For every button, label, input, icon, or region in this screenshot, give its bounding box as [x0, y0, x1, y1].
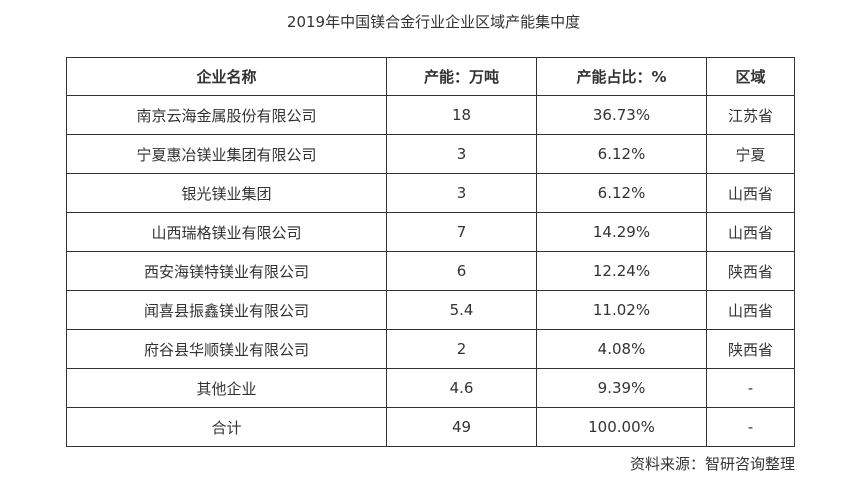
cell-capacity: 3: [386, 173, 537, 213]
table-total-row: 合计 49 100.00% -: [66, 407, 795, 447]
cell-region: -: [706, 368, 795, 408]
cell-capacity: 6: [386, 251, 537, 291]
cell-capacity: 18: [386, 95, 537, 135]
cell-capacity: 3: [386, 134, 537, 174]
table-row: 银光镁业集团 3 6.12% 山西省: [66, 173, 795, 213]
cell-capacity: 7: [386, 212, 537, 252]
cell-share: 11.02%: [536, 290, 707, 330]
cell-company: 西安海镁特镁业有限公司: [66, 251, 387, 291]
header-capacity: 产能：万吨: [386, 57, 537, 96]
cell-capacity: 4.6: [386, 368, 537, 408]
cell-company: 山西瑞格镁业有限公司: [66, 212, 387, 252]
table-row: 府谷县华顺镁业有限公司 2 4.08% 陕西省: [66, 329, 795, 369]
header-capacity-share: 产能占比：%: [536, 57, 707, 96]
cell-capacity: 49: [386, 407, 537, 447]
cell-share: 6.12%: [536, 134, 707, 174]
cell-region: -: [706, 407, 795, 447]
capacity-table: 企业名称 产能：万吨 产能占比：% 区域 南京云海金属股份有限公司 18 36.…: [66, 57, 795, 447]
header-region: 区域: [706, 57, 795, 96]
cell-share: 100.00%: [536, 407, 707, 447]
cell-region: 山西省: [706, 212, 795, 252]
cell-share: 14.29%: [536, 212, 707, 252]
table-row: 西安海镁特镁业有限公司 6 12.24% 陕西省: [66, 251, 795, 291]
cell-region: 陕西省: [706, 251, 795, 291]
cell-company: 合计: [66, 407, 387, 447]
source-note: 资料来源：智研咨询整理: [629, 455, 795, 473]
table-row: 山西瑞格镁业有限公司 7 14.29% 山西省: [66, 212, 795, 252]
cell-share: 6.12%: [536, 173, 707, 213]
page-title: 2019年中国镁合金行业企业区域产能集中度: [286, 13, 581, 31]
cell-share: 36.73%: [536, 95, 707, 135]
cell-company: 闻喜县振鑫镁业有限公司: [66, 290, 387, 330]
cell-company: 南京云海金属股份有限公司: [66, 95, 387, 135]
cell-region: 宁夏: [706, 134, 795, 174]
cell-region: 山西省: [706, 173, 795, 213]
header-company-name: 企业名称: [66, 57, 387, 96]
cell-company: 其他企业: [66, 368, 387, 408]
cell-region: 山西省: [706, 290, 795, 330]
cell-company: 银光镁业集团: [66, 173, 387, 213]
cell-capacity: 5.4: [386, 290, 537, 330]
cell-region: 江苏省: [706, 95, 795, 135]
table-row: 宁夏惠冶镁业集团有限公司 3 6.12% 宁夏: [66, 134, 795, 174]
table-header-row: 企业名称 产能：万吨 产能占比：% 区域: [66, 57, 795, 96]
table-row: 其他企业 4.6 9.39% -: [66, 368, 795, 408]
cell-region: 陕西省: [706, 329, 795, 369]
cell-share: 9.39%: [536, 368, 707, 408]
table-row: 闻喜县振鑫镁业有限公司 5.4 11.02% 山西省: [66, 290, 795, 330]
cell-company: 府谷县华顺镁业有限公司: [66, 329, 387, 369]
cell-company: 宁夏惠冶镁业集团有限公司: [66, 134, 387, 174]
cell-capacity: 2: [386, 329, 537, 369]
cell-share: 12.24%: [536, 251, 707, 291]
table-row: 南京云海金属股份有限公司 18 36.73% 江苏省: [66, 95, 795, 135]
cell-share: 4.08%: [536, 329, 707, 369]
